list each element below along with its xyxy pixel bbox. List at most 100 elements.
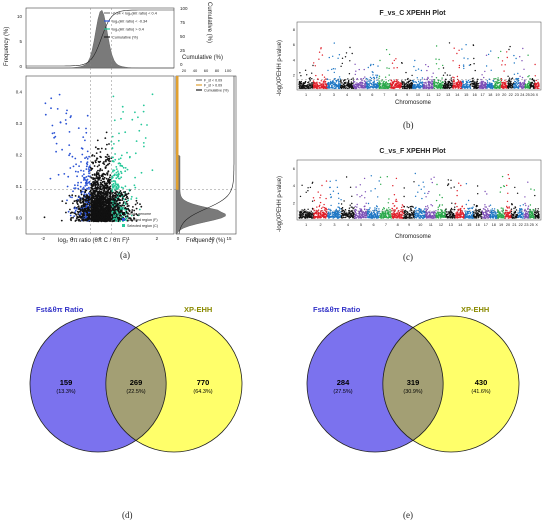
manhattan-point: [345, 85, 348, 87]
manhattan-point: [458, 80, 460, 83]
manhattan-point: [372, 74, 374, 76]
manhattan-point: [511, 87, 513, 89]
manhattan-point: [507, 75, 509, 77]
manhattan-point: [479, 84, 481, 87]
manhattan-point: [381, 86, 383, 89]
manhattan-point: [456, 52, 458, 55]
scatter-point: [74, 195, 77, 197]
manhattan-point: [458, 64, 461, 67]
chromosome-label: 8: [395, 93, 397, 97]
scatter-point: [96, 213, 99, 216]
manhattan-point: [517, 86, 519, 88]
scatter-point: [111, 135, 114, 138]
scatter-point: [118, 201, 121, 204]
scatter-point: [61, 200, 64, 203]
top-cum-tick: 0: [180, 62, 183, 67]
chromosome-label: 9: [406, 93, 408, 97]
manhattan-point: [442, 74, 445, 76]
manhattan-point: [477, 85, 479, 87]
scatter-point: [112, 180, 115, 182]
scatter-point: [83, 188, 85, 190]
scatter-point: [111, 183, 114, 186]
scatter-point: [119, 214, 122, 217]
manhattan-point: [469, 64, 472, 66]
manhattan-point: [320, 85, 322, 87]
manhattan-point: [489, 84, 491, 86]
manhattan-point: [425, 83, 427, 85]
manhattan-point: [399, 85, 401, 87]
manhattan-point: [461, 81, 463, 83]
manhattan-point: [486, 83, 489, 85]
manhattan-point: [471, 82, 473, 84]
manhattan-point: [471, 80, 474, 83]
scatter-point: [118, 193, 121, 196]
manhattan-point: [428, 85, 431, 87]
manhattan-point: [460, 84, 462, 86]
scatter-point: [113, 143, 115, 145]
manhattan-point: [302, 86, 304, 88]
scatter-point: [104, 159, 107, 162]
scatter-point: [111, 176, 114, 179]
scatter-point: [83, 193, 86, 196]
manhattan-point: [354, 81, 356, 83]
manhattan-point: [335, 86, 337, 88]
manhattan-point: [468, 85, 471, 87]
scatter-point: [121, 204, 124, 207]
manhattan-point: [335, 84, 337, 86]
scatter-point: [99, 185, 101, 187]
scatter-point: [86, 209, 89, 212]
chromosome-label: 23: [515, 93, 519, 97]
scatter-point: [106, 174, 109, 176]
chromosome-label: 17: [480, 93, 484, 97]
manhattan-point: [494, 83, 497, 86]
scatter-point: [87, 192, 90, 195]
manhattan-point: [378, 77, 380, 79]
manhattan-point: [413, 84, 416, 87]
manhattan-frame: [296, 159, 542, 221]
scatter-point: [124, 167, 127, 169]
scatter-point: [76, 203, 79, 206]
scatter-point: [110, 177, 113, 180]
manhattan-point: [457, 86, 459, 88]
manhattan-point: [476, 87, 478, 90]
scatter-point: [92, 161, 95, 164]
scatter-point: [83, 214, 86, 217]
manhattan-point: [338, 76, 341, 78]
manhattan-point: [370, 85, 372, 88]
manhattan-point: [347, 78, 349, 80]
scatter-point: [121, 199, 124, 202]
manhattan-point: [304, 81, 306, 83]
manhattan-point: [403, 82, 405, 84]
scatter-point: [131, 118, 134, 121]
chromosome-label: 12: [436, 93, 440, 97]
scatter-point: [97, 200, 100, 203]
manhattan-point: [476, 80, 478, 83]
scatter-point: [134, 203, 137, 206]
manhattan-point: [344, 87, 347, 90]
scatter-point: [77, 213, 79, 215]
manhattan-point: [519, 75, 521, 77]
scatter-point: [112, 174, 115, 177]
scatter-point: [100, 205, 103, 208]
scatter-point: [74, 157, 77, 160]
scatter-point: [94, 161, 97, 164]
manhattan-point: [410, 87, 413, 89]
x-tick: 2: [156, 236, 159, 241]
manhattan-point: [318, 51, 321, 53]
scatter-point: [119, 217, 121, 220]
manhattan-point: [453, 84, 456, 87]
scatter-point: [81, 218, 83, 221]
manhattan-point: [415, 86, 417, 89]
manhattan-point: [524, 82, 526, 85]
manhattan-point: [320, 48, 322, 50]
scatter-point: [142, 104, 145, 107]
manhattan-point: [348, 82, 350, 84]
manhattan-point: [349, 60, 351, 62]
manhattan-point: [354, 63, 356, 65]
chromosome-label: 25: [525, 93, 529, 97]
manhattan-point: [340, 65, 342, 67]
scatter-point: [115, 210, 118, 213]
manhattan-point: [484, 70, 486, 73]
scatter-point: [115, 177, 118, 180]
panel-b-title: F_vs_C XPEHH Plot: [379, 10, 446, 17]
